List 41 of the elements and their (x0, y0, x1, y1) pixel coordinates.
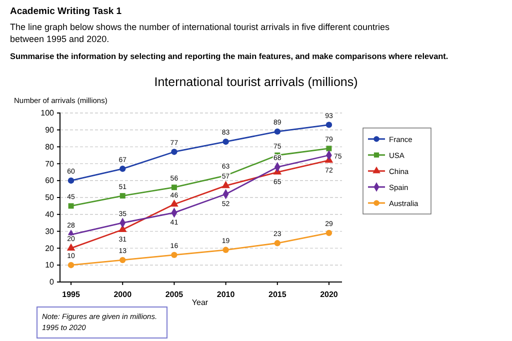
point (68, 178, 74, 184)
text: Summarise the information by selecting and reporting the main features, and make comparisons where relevant. (10, 52, 448, 61)
point (170, 199, 178, 207)
point (326, 122, 332, 128)
point (120, 166, 126, 172)
point (274, 240, 280, 246)
point (68, 262, 74, 268)
point (68, 203, 74, 209)
x-tick-label: 1995 (62, 290, 80, 299)
point (222, 246, 229, 253)
point (326, 146, 332, 152)
y-tick-label: 40 (45, 210, 55, 219)
point (66, 243, 76, 251)
point (326, 230, 332, 236)
point (120, 193, 126, 199)
text: The line graph below shows the number of international tourist arrivals in five different countries between 1995 and 2020. (10, 22, 390, 44)
x-tick-label: 2000 (114, 290, 132, 299)
y-tick-label: 100 (40, 108, 55, 118)
y-tick-label: 10 (45, 260, 55, 270)
chart-subtitle: Academic Writing Task 1 (10, 6, 122, 17)
point (171, 184, 177, 190)
x-tick-label: 2010 (216, 290, 236, 299)
x-tick-label: 2005 (165, 290, 184, 299)
point (171, 252, 178, 258)
y-tick-label: 80 (45, 142, 55, 152)
y-tick-label: 0 (50, 278, 55, 287)
y-tick-label: 30 (45, 226, 55, 236)
y-tick-label: 20 (45, 244, 55, 253)
point (120, 256, 126, 264)
y-tick-label: 60 (45, 176, 55, 186)
x-tick-label: 2020 (320, 290, 338, 299)
chart-title: International tourist arrivals (millions) (154, 75, 358, 89)
point (222, 138, 229, 145)
y-tick-label: 50 (45, 193, 55, 202)
y-tick-label: 90 (45, 125, 55, 134)
x-tick-label: 2015 (268, 290, 287, 299)
y-tick-label: 70 (45, 159, 55, 168)
point (171, 148, 178, 155)
x-axis-title: Year (192, 298, 208, 307)
point (274, 128, 280, 135)
point (222, 180, 230, 188)
